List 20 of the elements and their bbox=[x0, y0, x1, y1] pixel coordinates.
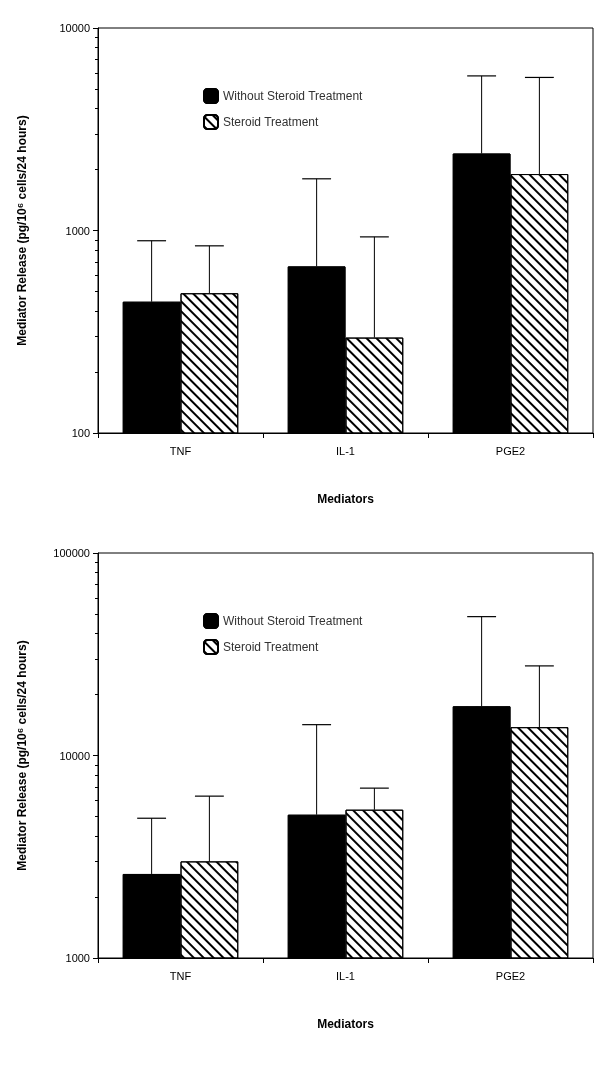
x-tick-label: IL-1 bbox=[336, 444, 355, 457]
legend-label: Steroid Treatment bbox=[223, 115, 320, 129]
x-tick-label: IL-1 bbox=[336, 969, 355, 982]
x-tick-label: TNF bbox=[169, 969, 192, 982]
y-tick-label: 10000 bbox=[59, 22, 90, 34]
y-tick-label: 100000 bbox=[53, 547, 90, 559]
legend-label: Without Steroid Treatment bbox=[223, 614, 364, 628]
y-tick-label: 100 bbox=[71, 427, 90, 439]
y-axis-title: Mediator Release (pg/10⁶ cells/24 hours) bbox=[15, 640, 29, 871]
y-axis-title: Mediator Release (pg/10⁶ cells/24 hours) bbox=[15, 115, 29, 346]
x-tick-label: PGE2 bbox=[495, 969, 526, 982]
y-tick-label: 1000 bbox=[65, 952, 90, 964]
x-axis-title: Mediators bbox=[317, 1017, 375, 1031]
x-tick-label: PGE2 bbox=[495, 444, 526, 457]
y-tick-label: 1000 bbox=[65, 224, 90, 237]
x-tick-label: TNF bbox=[169, 444, 192, 457]
legend-label: Steroid Treatment bbox=[223, 640, 320, 654]
y-tick-label: 10000 bbox=[59, 749, 90, 762]
x-axis-title: Mediators bbox=[317, 492, 375, 506]
legend-label: Without Steroid Treatment bbox=[223, 89, 364, 103]
